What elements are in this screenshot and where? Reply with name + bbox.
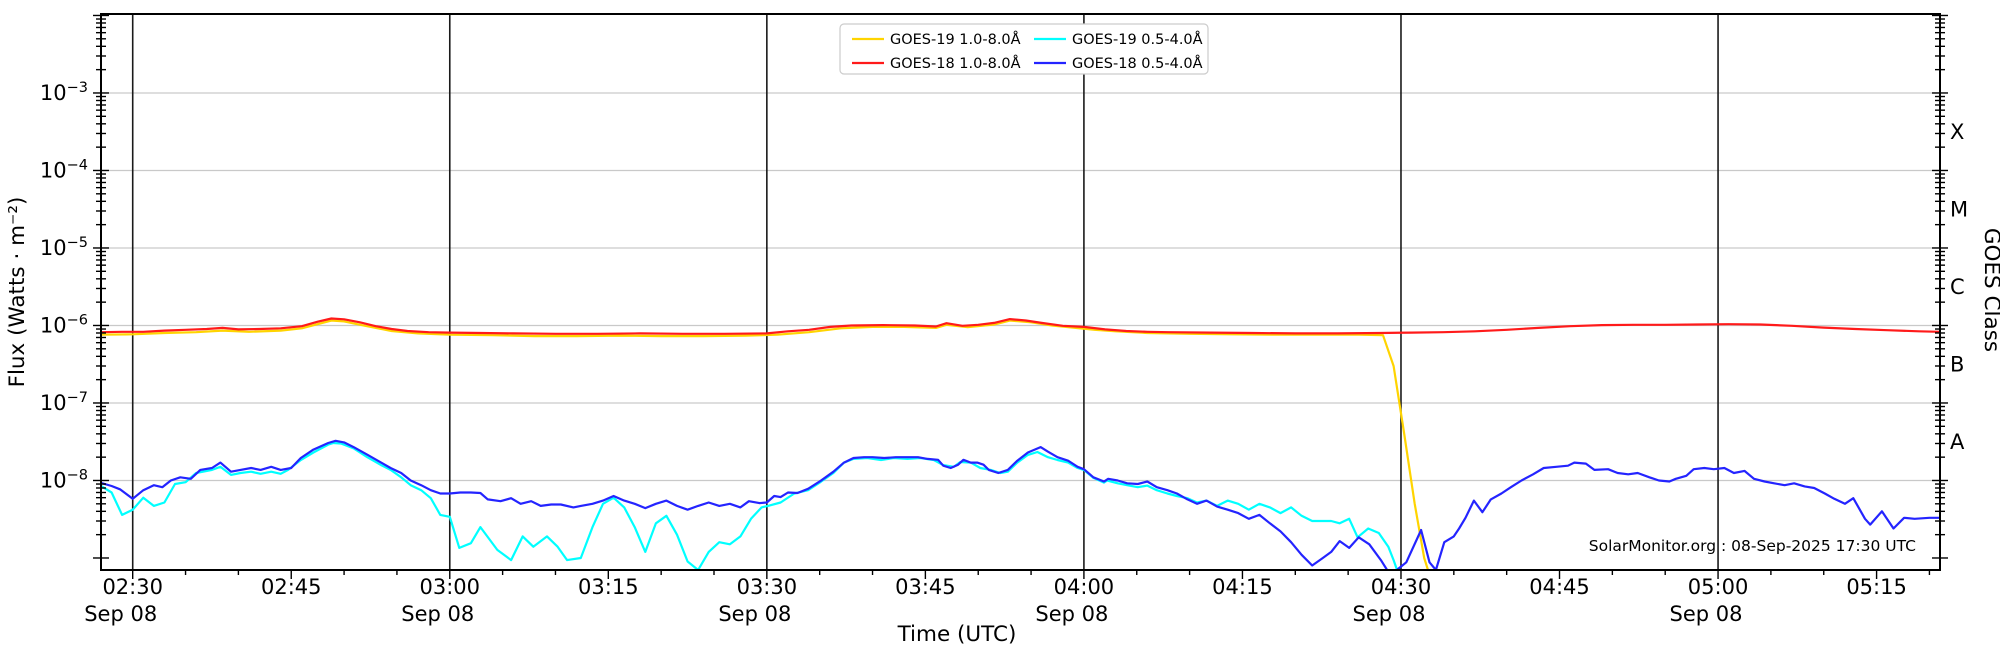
- x-tick-label: 03:30: [737, 575, 798, 599]
- y-ticks: [93, 14, 1948, 559]
- x-tick-label: 04:00: [1054, 575, 1115, 599]
- series-line-1: [101, 317, 1940, 335]
- x-tick-date-label: Sep 08: [1670, 602, 1743, 626]
- x-tick-label: 03:15: [578, 575, 639, 599]
- goes-class-label-X: X: [1950, 120, 1964, 144]
- x-tick-label: 03:45: [895, 575, 956, 599]
- legend-label: GOES-18 1.0-8.0Å: [890, 55, 1021, 72]
- y-tick-label: 10−3: [40, 80, 88, 105]
- x-tick-label: 04:45: [1529, 575, 1590, 599]
- x-ticks: [132, 570, 1931, 579]
- x-tick-date-label: Sep 08: [718, 602, 791, 626]
- goes-class-label-B: B: [1950, 353, 1964, 377]
- y-gridlines: [101, 92, 1940, 482]
- x-tick-label: 04:30: [1371, 575, 1432, 599]
- x-tick-date-label: Sep 08: [1352, 602, 1425, 626]
- right-axis-title: GOES Class: [1979, 228, 2000, 352]
- x-tick-label: 02:45: [261, 575, 322, 599]
- legend-label: GOES-18 0.5-4.0Å: [1072, 55, 1203, 72]
- x-tick-date-label: Sep 08: [401, 602, 474, 626]
- x-tick-date-label: Sep 08: [1035, 602, 1108, 626]
- x-axis-title: Time (UTC): [897, 622, 1017, 647]
- legend-label: GOES-19 0.5-4.0Å: [1072, 31, 1203, 48]
- x-tick-label: 02:30: [102, 575, 163, 599]
- goes-class-label-A: A: [1950, 430, 1965, 454]
- x-tick-label: 05:00: [1688, 575, 1749, 599]
- y-axis-title: Flux (Watts · m⁻²): [5, 197, 30, 388]
- series-line-0: [101, 319, 1430, 570]
- chart-generated-layers: 10−3 10−4 10−5 10−6 10−7 10−8 X M C B A 02:30 Sep 08…: [40, 13, 1968, 626]
- legend: GOES-19 1.0-8.0Å GOES-18 1.0-8.0Å GOES-19 …: [839, 23, 1209, 75]
- x-tick-label: 04:15: [1212, 575, 1273, 599]
- x-tick-label: 03:00: [420, 575, 481, 599]
- legend-label: GOES-19 1.0-8.0Å: [890, 31, 1021, 48]
- y-tick-labels: 10−3 10−4 10−5 10−6 10−7 10−8: [40, 80, 88, 493]
- series-lines: [101, 317, 1940, 570]
- goes-class-label-M: M: [1950, 198, 1968, 222]
- watermark-text: SolarMonitor.org : 08-Sep-2025 17:30 UTC: [1589, 537, 1916, 555]
- plot-border: [100, 13, 1941, 571]
- y-tick-label: 10−5: [40, 235, 88, 260]
- y-tick-label: 10−6: [40, 312, 88, 337]
- y-tick-label: 10−7: [40, 390, 88, 415]
- series-line-3: [101, 439, 1940, 570]
- x-tick-date-label: Sep 08: [84, 602, 157, 626]
- legend-box: [839, 23, 1209, 75]
- x-tick-labels: 02:30 Sep 08 02:45 03:00 Sep 08 03:15 03:30 Sep…: [84, 575, 1907, 626]
- goes-class-labels: X M C B A: [1950, 120, 1968, 454]
- x-tick-label: 05:15: [1846, 575, 1907, 599]
- y-tick-label: 10−4: [40, 157, 88, 182]
- goes-class-label-C: C: [1950, 275, 1965, 299]
- y-tick-label: 10−8: [40, 467, 88, 492]
- series-line-2: [101, 441, 1399, 570]
- date-gridlines: [131, 14, 1719, 570]
